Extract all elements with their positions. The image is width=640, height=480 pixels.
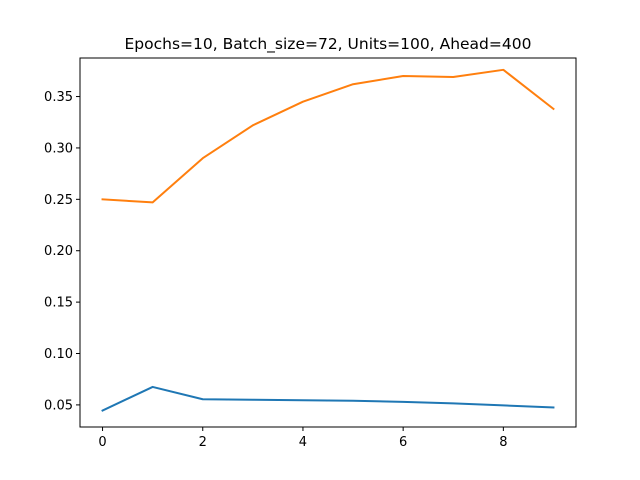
x-tick-label: 4 — [299, 435, 307, 450]
series-line-2 — [101, 68, 555, 204]
y-tick-label: 0.30 — [44, 141, 73, 156]
x-tick-label: 6 — [399, 435, 407, 450]
y-tick-label: 0.35 — [44, 90, 73, 105]
chart-title: Epochs=10, Batch_size=72, Units=100, Ahe… — [125, 35, 532, 54]
y-tick-label: 0.20 — [44, 244, 73, 259]
y-tick-label: 0.25 — [44, 193, 73, 208]
y-tick-label: 0.10 — [44, 347, 73, 362]
x-tick-label: 2 — [199, 435, 207, 450]
x-tick-label: 8 — [499, 435, 507, 450]
y-tick-label: 0.05 — [44, 398, 73, 413]
series-line-1 — [101, 385, 555, 412]
series-layer — [101, 68, 555, 412]
x-tick-label: 0 — [98, 435, 106, 450]
plot-frame — [79, 57, 577, 428]
y-tick-label: 0.15 — [44, 296, 73, 311]
axis-layer: 0 2 4 6 8 0.05 0.10 0.15 0.20 0.25 0.30 0.35 — [44, 57, 577, 450]
